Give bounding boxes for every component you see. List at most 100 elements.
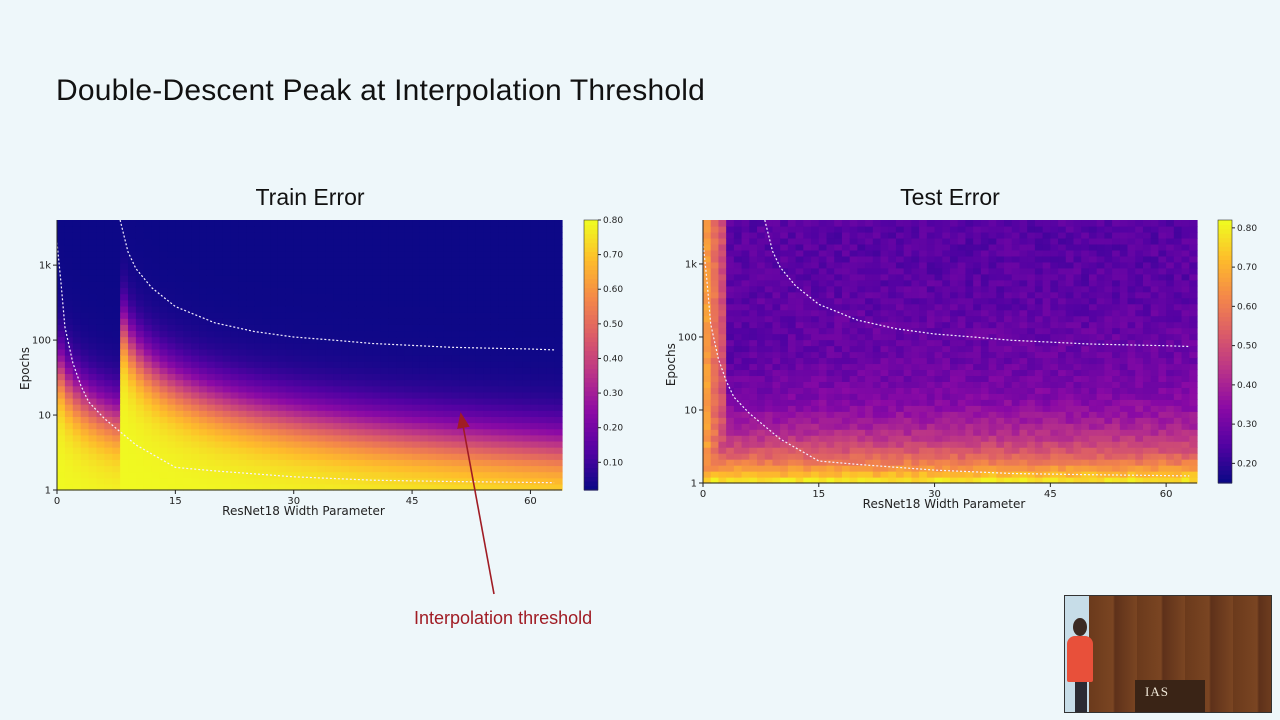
heatmap-cell (372, 336, 382, 344)
heatmap-cell (514, 422, 524, 430)
heatmap-cell (388, 361, 397, 368)
heatmap-cell (787, 375, 797, 382)
heatmap-cell (950, 327, 959, 335)
heatmap-cell (372, 440, 382, 448)
heatmap-cell (1042, 303, 1051, 311)
heatmap-cell (167, 434, 176, 442)
heatmap-cell (710, 477, 720, 484)
heatmap-cell (419, 299, 429, 307)
heatmap-cell (942, 339, 951, 347)
heatmap-cell (317, 397, 326, 405)
heatmap-cell (64, 348, 74, 356)
heatmap-cell (530, 355, 539, 362)
heatmap-cell (341, 459, 350, 467)
heatmap-cell (356, 330, 366, 338)
heatmap-cell (1042, 225, 1051, 233)
heatmap-cell (888, 321, 897, 329)
heatmap-cell (514, 465, 524, 473)
heatmap-cell (443, 397, 453, 405)
heatmap-cell (88, 312, 98, 319)
heatmap-cell (183, 312, 192, 319)
heatmap-cell (341, 281, 350, 289)
heatmap-cell (419, 256, 429, 264)
heatmap-cell (254, 336, 263, 344)
heatmap-cell (1058, 357, 1067, 365)
heatmap-cell (554, 226, 563, 233)
heatmap-cell (404, 305, 413, 313)
heatmap-cell (757, 435, 766, 442)
heatmap-cell (811, 339, 820, 347)
heatmap-cell (285, 477, 295, 485)
heatmap-cell (811, 471, 820, 478)
heatmap-cell (230, 305, 240, 313)
heatmap-cell (443, 324, 453, 332)
heatmap-cell (965, 237, 974, 245)
heatmap-cell (183, 244, 192, 252)
heatmap-cell (467, 379, 476, 387)
heatmap-cell (238, 275, 247, 282)
heatmap-cell (333, 330, 342, 338)
heatmap-cell (1042, 351, 1051, 359)
heatmap-cell (285, 348, 295, 356)
heatmap-cell (88, 483, 98, 491)
heatmap-cell (787, 273, 797, 281)
heatmap-cell (88, 244, 98, 252)
heatmap-cell (818, 279, 828, 287)
heatmap-cell (348, 361, 358, 368)
heatmap-cell (530, 404, 539, 411)
heatmap-cell (325, 226, 334, 233)
heatmap-cell (388, 453, 397, 460)
heatmap-cell (530, 379, 539, 387)
heatmap-cell (710, 261, 720, 269)
heatmap-cell (741, 321, 750, 329)
heatmap-cell (143, 238, 153, 246)
heatmap-cell (135, 293, 145, 301)
heatmap-cell (546, 367, 555, 375)
heatmap-cell (1019, 303, 1028, 311)
heatmap-cell (733, 363, 743, 371)
heatmap-cell (159, 410, 169, 417)
heatmap-cell (167, 355, 176, 362)
heatmap-cell (703, 381, 712, 388)
heatmap-cell (965, 255, 974, 263)
heatmap-cell (710, 321, 720, 329)
heatmap-cell (57, 453, 66, 460)
heatmap-cell (396, 422, 405, 430)
heatmap-cell (451, 220, 461, 227)
heatmap-cell (412, 220, 421, 227)
heatmap-cell (865, 243, 874, 251)
heatmap-cell (554, 244, 563, 252)
heatmap-cell (483, 379, 492, 387)
heatmap-cell (1027, 363, 1036, 371)
heatmap-cell (514, 262, 524, 270)
heatmap-cell (293, 385, 303, 393)
heatmap-cell (356, 397, 366, 405)
heatmap-cell (857, 291, 866, 299)
heatmap-cell (803, 255, 812, 263)
heatmap-cell (733, 309, 743, 317)
heatmap-cell (285, 391, 295, 399)
heatmap-cell (238, 416, 247, 424)
heatmap-cell (857, 345, 866, 353)
heatmap-cell (238, 250, 247, 258)
heatmap-cell (826, 261, 835, 269)
heatmap-cell (733, 399, 743, 406)
heatmap-cell (803, 357, 812, 365)
heatmap-cell (811, 231, 820, 239)
heatmap-cell (348, 348, 358, 356)
heatmap-cell (214, 428, 224, 436)
heatmap-cell (309, 361, 318, 368)
heatmap-cell (459, 416, 468, 424)
heatmap-cell (980, 321, 990, 329)
heatmap-cell (880, 417, 889, 424)
heatmap-cell (490, 416, 500, 424)
heatmap-cell (1019, 297, 1028, 305)
heatmap-cell (538, 379, 547, 387)
heatmap-cell (733, 447, 743, 454)
heatmap-cell (919, 375, 928, 382)
heatmap-cell (427, 299, 437, 307)
heatmap-cell (965, 477, 974, 484)
heatmap-cell (1050, 471, 1059, 478)
heatmap-cell (104, 373, 113, 381)
heatmap-cell (996, 333, 1005, 341)
